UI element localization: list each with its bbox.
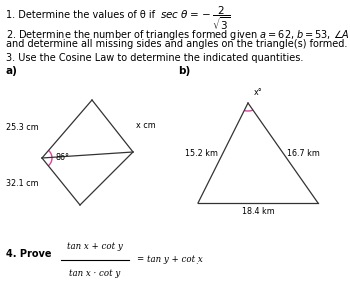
Text: tan x + cot y: tan x + cot y xyxy=(67,242,123,251)
Text: 4. Prove: 4. Prove xyxy=(6,249,51,259)
Text: 15.2 km: 15.2 km xyxy=(185,149,218,158)
Text: .: . xyxy=(195,257,198,266)
Text: 1. Determine the values of θ if: 1. Determine the values of θ if xyxy=(6,10,155,20)
Text: 32.1 cm: 32.1 cm xyxy=(6,179,39,188)
Text: 18.4 km: 18.4 km xyxy=(241,207,274,216)
Text: and determine all missing sides and angles on the triangle(s) formed.: and determine all missing sides and angl… xyxy=(6,39,347,49)
Text: b): b) xyxy=(178,66,190,76)
Text: a): a) xyxy=(6,66,18,76)
Text: 25.3 cm: 25.3 cm xyxy=(6,122,39,131)
Text: tan x · cot y: tan x · cot y xyxy=(69,269,121,278)
Text: 2. Determine the number of triangles formed given $a = 62$, $b = 53$, $\angle A : 2. Determine the number of triangles for… xyxy=(6,28,350,42)
Text: 3. Use the Cosine Law to determine the indicated quantities.: 3. Use the Cosine Law to determine the i… xyxy=(6,53,303,63)
Text: x cm: x cm xyxy=(136,122,156,131)
Text: x°: x° xyxy=(254,88,263,97)
Text: 16.7 km: 16.7 km xyxy=(287,149,320,158)
Text: $sec\ \theta = -\dfrac{2}{\sqrt{3}}$: $sec\ \theta = -\dfrac{2}{\sqrt{3}}$ xyxy=(160,4,230,32)
Text: = tan y + cot x: = tan y + cot x xyxy=(137,255,203,265)
Text: 86°: 86° xyxy=(56,153,70,162)
